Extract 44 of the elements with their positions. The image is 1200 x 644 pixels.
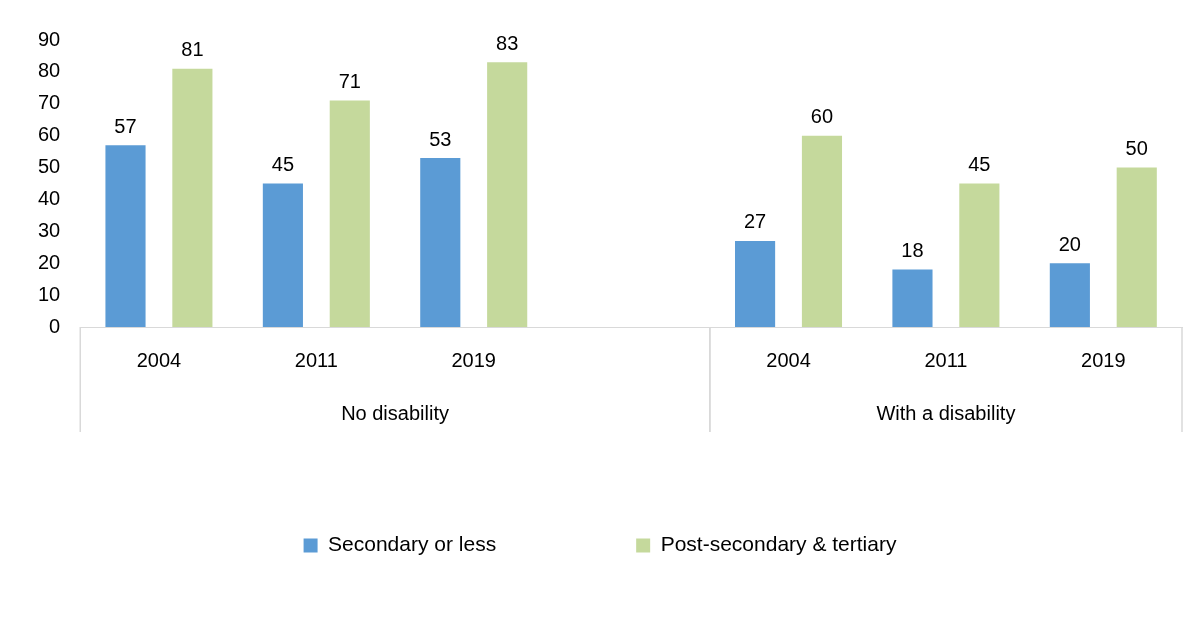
data-label: 45 xyxy=(271,153,295,176)
bar xyxy=(1049,263,1090,327)
y-tick-label: 30 xyxy=(38,218,61,241)
bar xyxy=(959,183,1000,327)
data-label: 60 xyxy=(810,105,834,128)
bar xyxy=(105,145,146,327)
data-label: 50 xyxy=(1125,137,1148,160)
data-label: 81 xyxy=(181,38,204,61)
legend-label: Secondary or less xyxy=(328,532,497,556)
y-tick-label: 10 xyxy=(38,282,61,305)
x-tick-label: 2011 xyxy=(294,348,338,371)
bar xyxy=(329,100,370,327)
data-label: 83 xyxy=(496,31,519,54)
data-label: 20 xyxy=(1058,232,1081,255)
y-tick-label: 20 xyxy=(38,250,61,273)
data-label: 53 xyxy=(429,127,452,150)
x-tick-label: 2004 xyxy=(136,348,182,371)
x-tick-label: 2019 xyxy=(451,348,496,371)
y-tick-label: 90 xyxy=(38,27,61,50)
data-label: 18 xyxy=(901,239,924,262)
y-tick-label: 70 xyxy=(38,91,61,114)
x-tick-label: 2011 xyxy=(924,348,968,371)
y-tick-label: 40 xyxy=(38,186,61,209)
x-tick-label: 2004 xyxy=(766,348,811,371)
data-label: 57 xyxy=(114,114,137,137)
y-tick-label: 80 xyxy=(38,59,61,82)
y-tick-label: 0 xyxy=(49,314,61,337)
text: With a disability xyxy=(876,401,1016,424)
bar xyxy=(262,183,303,327)
bar xyxy=(892,269,933,327)
legend-label: Post-secondary & tertiary xyxy=(660,532,897,556)
data-label: 27 xyxy=(743,210,767,233)
data-label: 45 xyxy=(968,153,991,176)
x-tick-label: 2019 xyxy=(1081,348,1126,371)
data-label: 71 xyxy=(338,70,361,93)
bar xyxy=(487,62,528,327)
bar xyxy=(1116,167,1157,327)
text: No disability xyxy=(341,401,449,424)
bar xyxy=(420,157,461,327)
y-tick-label: 60 xyxy=(38,123,61,146)
bar xyxy=(172,68,213,327)
bar xyxy=(801,135,843,327)
y-tick-label: 50 xyxy=(38,155,61,178)
bar xyxy=(735,240,776,327)
